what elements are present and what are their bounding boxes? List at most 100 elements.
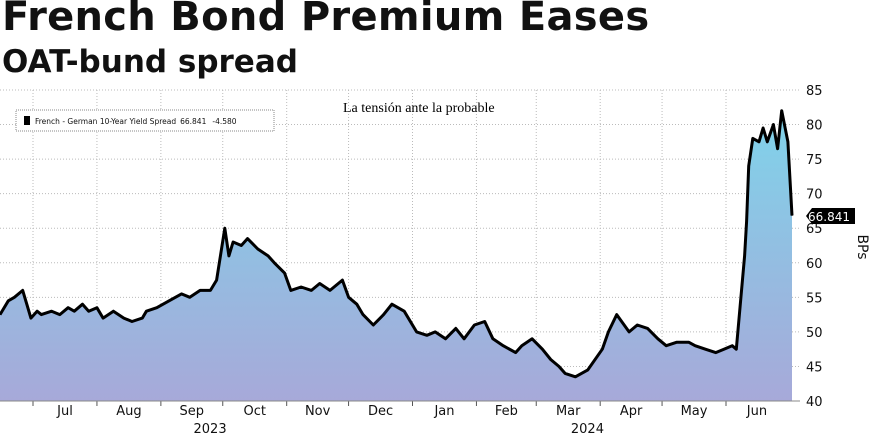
last-value-label: 66.841 — [808, 210, 850, 224]
data-point — [426, 334, 428, 336]
data-point — [284, 272, 286, 274]
data-point — [310, 289, 312, 291]
grid — [0, 89, 800, 402]
data-point — [0, 314, 1, 316]
data-point — [145, 310, 147, 312]
data-point — [40, 314, 42, 316]
data-point — [403, 310, 405, 312]
data-point — [131, 321, 133, 323]
data-point — [257, 248, 259, 250]
data-point — [676, 341, 677, 343]
data-point — [636, 324, 638, 326]
data-point — [657, 338, 659, 340]
y-tick-label: 45 — [806, 360, 823, 375]
data-point — [383, 314, 385, 316]
data-point — [88, 310, 90, 312]
data-point — [341, 279, 343, 281]
y-tick-label: 80 — [806, 119, 823, 134]
data-point — [787, 141, 789, 143]
data-point — [141, 317, 143, 319]
data-point — [356, 303, 358, 305]
data-point — [777, 148, 779, 150]
y-tick-label: 55 — [806, 291, 823, 306]
data-point — [300, 286, 302, 288]
y-tick-label: 75 — [806, 153, 823, 168]
data-point — [372, 324, 374, 326]
data-point — [240, 245, 242, 246]
data-point — [290, 289, 292, 291]
data-point — [228, 255, 230, 257]
data-point — [502, 345, 504, 347]
data-point — [587, 369, 589, 371]
chart-title: French Bond Premium Eases — [2, 0, 650, 40]
data-point — [319, 283, 321, 285]
y-tick-label: 70 — [806, 188, 823, 203]
data-point — [731, 345, 733, 347]
legend-swatch — [24, 116, 30, 125]
data-point — [616, 314, 618, 316]
x-month-label: Jun — [746, 404, 767, 419]
x-month-label: Apr — [620, 404, 643, 419]
x-month-label: Dec — [368, 404, 393, 419]
data-point — [550, 359, 552, 361]
y-tick-label: 60 — [806, 257, 823, 272]
data-point — [7, 300, 9, 302]
data-point — [416, 331, 418, 333]
data-point — [112, 310, 114, 312]
data-point — [181, 293, 182, 295]
data-point — [492, 338, 494, 340]
data-point — [752, 137, 754, 139]
data-point — [772, 124, 774, 126]
data-point — [189, 296, 191, 298]
data-point — [748, 165, 750, 167]
data-point — [564, 372, 566, 374]
data-point — [247, 238, 248, 240]
x-month-label: May — [681, 404, 708, 419]
data-point — [541, 348, 543, 350]
data-point — [735, 348, 737, 350]
data-point — [647, 327, 649, 329]
data-point — [515, 352, 517, 354]
data-point — [434, 331, 436, 333]
x-year-label: 2023 — [194, 422, 227, 435]
data-point — [30, 317, 32, 319]
x-month-label: Jan — [433, 404, 454, 419]
data-point — [73, 310, 75, 312]
data-point — [758, 141, 760, 143]
data-point — [168, 300, 170, 302]
legend-box: French - German 10-Year Yield Spread 66.8… — [15, 109, 275, 132]
data-point — [704, 348, 706, 350]
x-month-label: Aug — [116, 404, 141, 419]
axis-ticks: 40 45 50 55 60 65 70 75 80 85 Jul Aug Sep Oct Nov Dec Ja… — [0, 84, 823, 435]
data-point — [67, 307, 69, 309]
y-axis-label: BPs — [854, 234, 870, 259]
data-point — [96, 307, 98, 309]
data-point — [273, 262, 275, 264]
x-month-label: Mar — [556, 404, 581, 419]
data-point — [781, 110, 783, 112]
data-point — [22, 289, 24, 291]
data-point — [558, 365, 560, 367]
chart-subtitle: OAT-bund spread — [2, 44, 298, 80]
data-point — [267, 255, 269, 257]
x-year-label: 2024 — [571, 422, 604, 435]
overlay-caption: La tensión ante la probable — [343, 101, 495, 116]
data-point — [156, 307, 158, 309]
data-point — [13, 296, 15, 298]
data-point — [715, 352, 717, 354]
x-month-label: Jul — [56, 404, 73, 419]
data-point — [445, 338, 446, 340]
series-points — [0, 110, 793, 378]
data-point — [216, 279, 218, 281]
y-tick-label: 50 — [806, 326, 823, 341]
y-tick-label: 40 — [806, 395, 823, 410]
data-point — [762, 127, 764, 129]
y-tick-label: 65 — [806, 222, 823, 237]
data-point — [766, 141, 768, 143]
data-point — [601, 348, 603, 350]
data-point — [484, 321, 486, 323]
data-point — [36, 310, 38, 312]
last-value-tag: 66.841 — [806, 208, 855, 224]
data-point — [348, 296, 350, 298]
data-point — [59, 314, 61, 316]
